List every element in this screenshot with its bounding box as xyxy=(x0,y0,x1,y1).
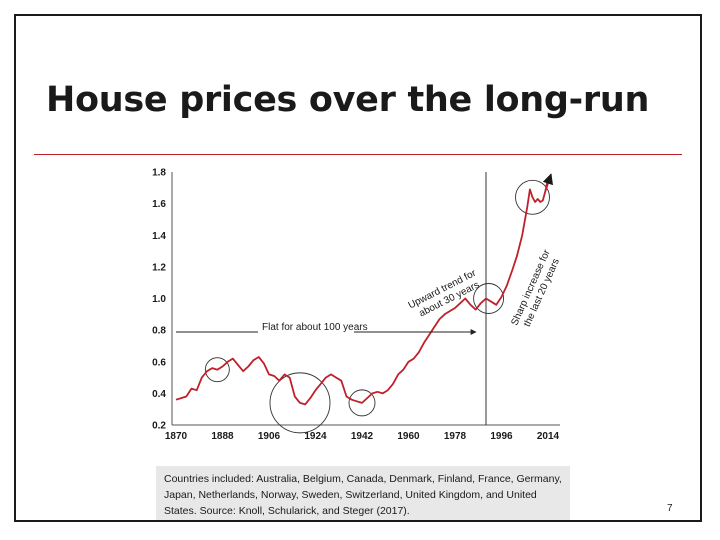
x-tick-label: 2014 xyxy=(537,431,560,442)
highlight-circle xyxy=(269,372,331,434)
title-divider xyxy=(34,154,682,155)
x-tick-label: 1906 xyxy=(258,431,281,442)
y-tick-label: 1.8 xyxy=(152,168,166,179)
y-tick-label: 0.2 xyxy=(152,421,166,432)
x-tick-label: 1924 xyxy=(304,431,327,442)
slide-frame xyxy=(14,14,702,522)
y-tick-label: 0.4 xyxy=(152,389,166,400)
highlight-circle xyxy=(348,389,376,417)
flat-label-bg xyxy=(258,321,354,334)
highlight-circle xyxy=(515,179,550,215)
slide-title: House prices over the long-run xyxy=(46,80,650,120)
y-tick-label: 1.4 xyxy=(152,231,166,242)
x-tick-label: 1888 xyxy=(211,431,234,442)
highlight-circle xyxy=(473,283,505,314)
flat-annotation: Flat for about 100 years xyxy=(262,322,368,333)
y-tick-label: 0.6 xyxy=(152,357,166,368)
y-tick-label: 1.6 xyxy=(152,199,166,210)
y-tick-label: 1.2 xyxy=(152,262,166,273)
house-price-line xyxy=(175,178,549,406)
page-number: 7 xyxy=(667,503,673,514)
highlight-circle xyxy=(204,357,230,383)
trend-end-arrow xyxy=(542,173,554,192)
y-tick-label: 0.8 xyxy=(152,326,166,337)
x-tick-label: 1978 xyxy=(444,431,467,442)
y-tick-label: 1.0 xyxy=(152,294,166,305)
x-tick-label: 1996 xyxy=(490,431,513,442)
x-tick-label: 1870 xyxy=(165,431,188,442)
source-caption: Countries included: Australia, Belgium, … xyxy=(156,466,570,520)
x-tick-label: 1960 xyxy=(397,431,420,442)
x-tick-label: 1942 xyxy=(351,431,374,442)
